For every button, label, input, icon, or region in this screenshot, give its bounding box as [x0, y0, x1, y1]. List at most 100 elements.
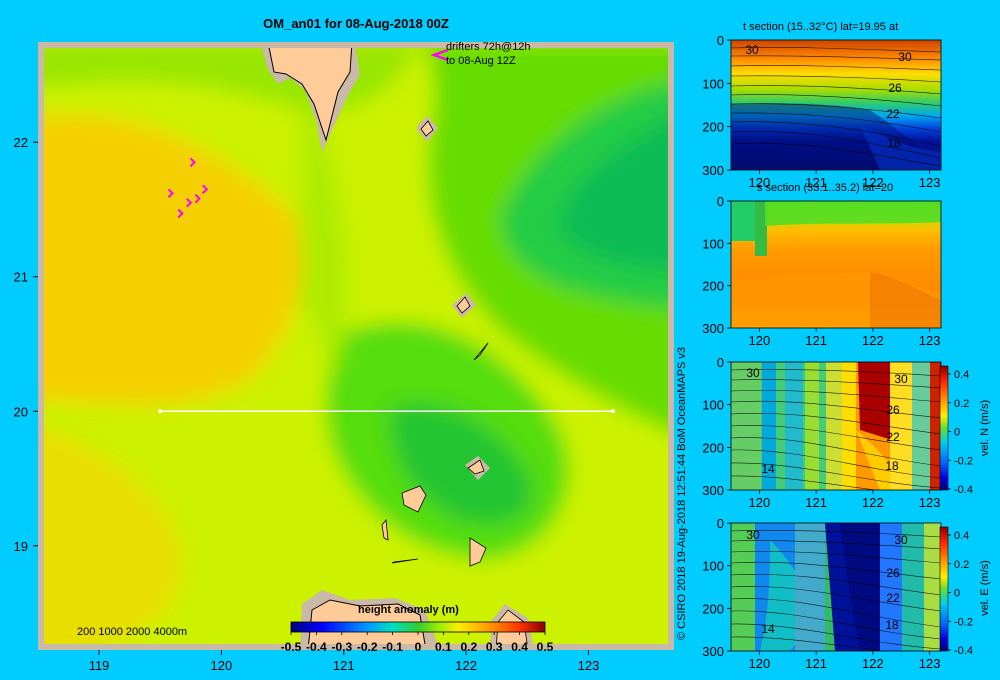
- drifter-marker: [202, 184, 209, 194]
- colorbar-tick-label: 0.5: [537, 640, 554, 654]
- colorbar-gradient: [290, 621, 546, 633]
- colorbar-tick-label: 0.3: [486, 640, 503, 654]
- section-y-tick-label: 0: [717, 194, 724, 209]
- colorbar-tick-label: 0.4: [511, 640, 528, 654]
- section-x-tick-label: 122: [862, 656, 884, 671]
- section-x-tick-label: 121: [805, 175, 827, 190]
- t-section-title: t section (15..32°C) lat=19.95 at: [743, 21, 898, 33]
- transect-end-marker: [610, 409, 615, 414]
- section-y-tick-label: 200: [702, 440, 724, 455]
- drifter-marker: [167, 188, 174, 199]
- section-y-tick-label: 0: [717, 516, 724, 531]
- colorbar-tick-label: -0.3: [331, 640, 352, 654]
- s-section-panel: s section (33.1..35.2) lat=20 120 121 122 1…: [702, 182, 942, 348]
- contour-label: 30: [894, 372, 908, 386]
- figure-title: OM_an01 for 08-Aug-2018 00Z: [263, 16, 449, 31]
- contour-label: 18: [887, 136, 901, 150]
- section-y-tick-label: 0: [717, 355, 724, 370]
- section-y-tick-label: 300: [702, 321, 724, 336]
- section-y-tick-label: 200: [702, 601, 724, 616]
- depth-legend: 200 1000 2000 4000m: [77, 626, 187, 638]
- contour-label: 30: [898, 50, 912, 64]
- map-x-tick-label: 121: [333, 658, 355, 673]
- colorbar-tick-label: 0: [954, 427, 960, 439]
- section-y-tick-label: 300: [702, 644, 724, 659]
- vn-section-axes: 120 121 122 123 0 100 200 300: [702, 355, 940, 510]
- section-x-tick-label: 121: [805, 333, 827, 348]
- s-section-axes: 120 121 122 123 0 100 200 300: [702, 194, 940, 348]
- ve-section-axes: 120 121 122 123 0 100 200 300: [702, 516, 940, 671]
- height-anomaly-colorbar: height anomaly (m) -0.5 -0.4 -0.3 -0.2 -0.1 0…: [281, 604, 554, 654]
- section-y-tick-label: 100: [702, 76, 724, 91]
- colorbar-tick-label: 0.2: [460, 640, 477, 654]
- section-y-tick-label: 200: [702, 120, 724, 135]
- ve-contour-labels: 30 30 26 22 18 14: [746, 528, 908, 636]
- section-y-tick-label: 100: [702, 236, 724, 251]
- drifter-marker: [189, 157, 196, 168]
- colorbar-tick-label: -0.1: [382, 640, 403, 654]
- section-x-tick-label: 120: [749, 333, 771, 348]
- map-x-tick-label: 120: [211, 658, 233, 673]
- colorbar-tick-label: 0.4: [954, 369, 969, 381]
- section-x-tick-label: 122: [862, 175, 884, 190]
- colorbar-tick-label: 0: [415, 640, 422, 654]
- section-y-tick-label: 300: [702, 163, 724, 178]
- drifter-marker: [177, 208, 184, 219]
- colorbar-tick-label: -0.4: [306, 640, 327, 654]
- contour-label: 30: [746, 528, 760, 542]
- colorbar-tick-label: -0.2: [954, 616, 973, 628]
- t-section-axes: 120 121 122 123 0 100 200 300: [702, 33, 940, 190]
- colorbar-tick-label: 0.2: [954, 559, 969, 571]
- drifter-marker: [194, 193, 201, 204]
- map-y-tick-label: 19: [14, 539, 28, 554]
- section-y-tick-label: 200: [702, 279, 724, 294]
- ve-section-panel: 30 30 26 22 18 14 120 121 122 123 0 100 200 300 vel.…: [702, 516, 991, 671]
- section-y-tick-label: 100: [702, 398, 724, 413]
- colorbar-tick-label: -0.4: [954, 484, 973, 496]
- contour-label: 30: [746, 366, 760, 380]
- drifter-marker: [186, 198, 193, 208]
- colorbar-tick-label: -0.2: [357, 640, 378, 654]
- colorbar-tick-label: -0.2: [954, 455, 973, 467]
- colorbar-tick-label: 0.1: [435, 640, 452, 654]
- map-y-tick-label: 21: [14, 270, 28, 285]
- s-section-title: s section (33.1..35.2) lat=20: [757, 182, 893, 194]
- vn-section-panel: 30 30 26 22 18 14 120 121 122 123 0 100 200 300 vel.…: [702, 355, 991, 510]
- vn-colorbar: vel. N (m/s) 0.4 0.2 0 -0.2 -0.4: [939, 365, 991, 496]
- t-contour-labels: 30 30 26 22 18: [745, 43, 912, 150]
- section-x-tick-label: 123: [919, 333, 941, 348]
- drifter-note-line1: drifters 72h@12h: [446, 41, 531, 53]
- section-y-tick-label: 0: [717, 33, 724, 48]
- map-x-tick-label: 119: [89, 658, 110, 673]
- ve-colorbar-label: vel. E (m/s): [979, 560, 991, 616]
- section-x-tick-label: 123: [919, 495, 941, 510]
- t-section-panel: t section (15..32°C) lat=19.95 at 30 30 26…: [702, 21, 942, 190]
- contour-label: 30: [745, 43, 759, 57]
- colorbar-tick-label: 0.4: [954, 530, 969, 542]
- ve-colorbar: vel. E (m/s) 0.4 0.2 0 -0.2 -0.4: [939, 526, 991, 657]
- colorbar-tick-label: 0: [954, 588, 960, 600]
- map-x-tick-label: 122: [455, 658, 477, 673]
- drifter-tracks: [167, 157, 209, 219]
- section-y-tick-label: 100: [702, 559, 724, 574]
- contour-label: 26: [886, 566, 900, 580]
- drifter-legend-arrow: [430, 48, 449, 62]
- colorbar-tick-label: -0.4: [954, 645, 973, 657]
- contour-label: 30: [894, 533, 908, 547]
- contour-label: 18: [885, 618, 899, 632]
- section-x-tick-label: 123: [919, 656, 941, 671]
- drifter-note-line2: to 08-Aug 12Z: [446, 55, 516, 67]
- section-x-tick-label: 122: [862, 333, 884, 348]
- contour-label: 26: [888, 81, 902, 95]
- contour-label: 14: [761, 622, 775, 636]
- section-x-tick-label: 121: [805, 656, 827, 671]
- vn-colorbar-label: vel. N (m/s): [979, 400, 991, 456]
- section-x-tick-label: 123: [919, 175, 941, 190]
- contour-label: 18: [885, 459, 899, 473]
- vn-contour-labels: 30 30 26 22 18 14: [746, 366, 908, 476]
- map-axes: 119 120 121 122 123 22 21 20 19: [14, 135, 600, 673]
- contour-label: 22: [886, 591, 900, 605]
- main-map: 119 120 121 122 123 22 21 20 19 drifters 72h@12h…: [14, 41, 674, 673]
- section-x-tick-label: 121: [805, 495, 827, 510]
